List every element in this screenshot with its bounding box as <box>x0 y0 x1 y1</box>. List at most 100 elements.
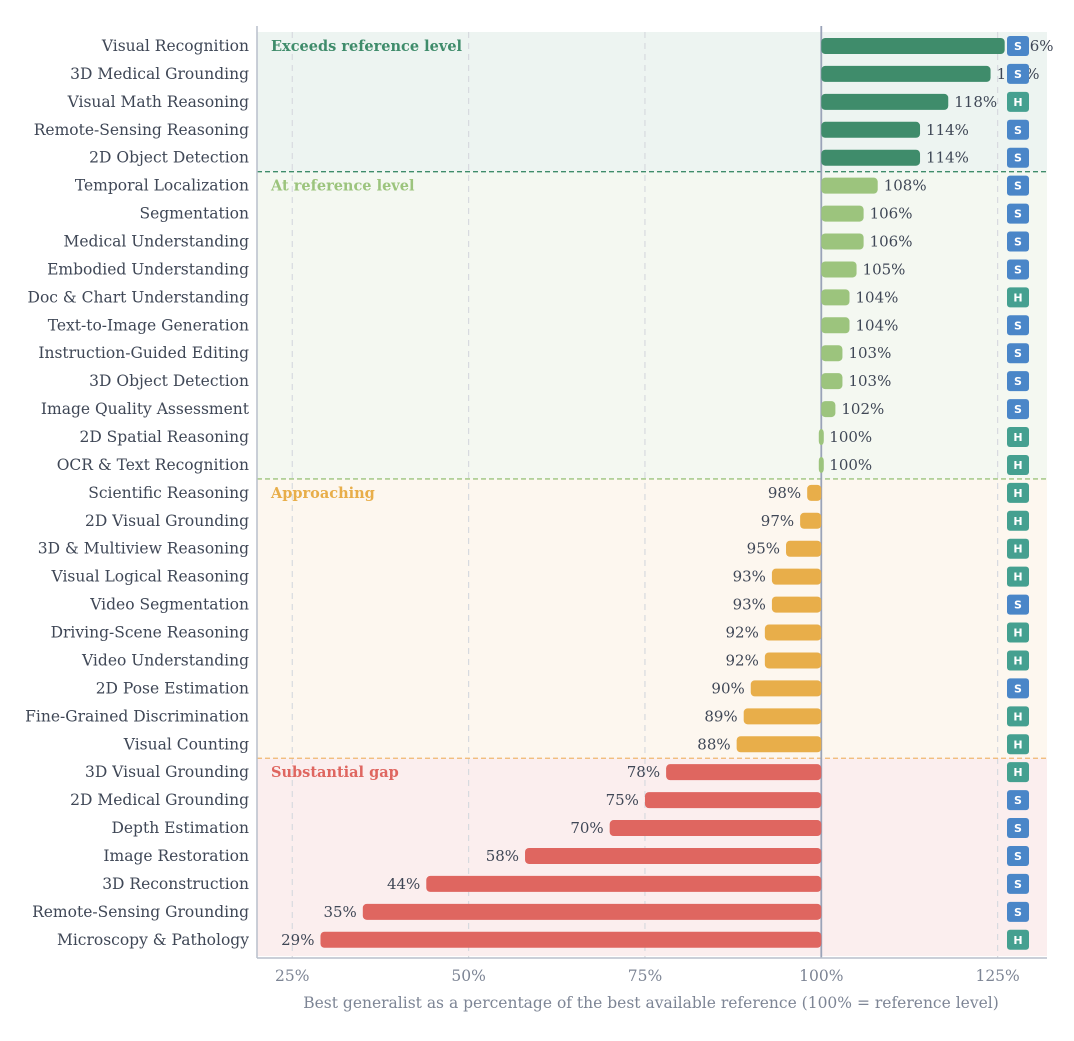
bar <box>807 484 822 501</box>
bar <box>821 205 864 222</box>
badge-S: S <box>1007 175 1029 196</box>
badges: S S H S S S S S S H S S S S H H H H H H S H H S H H H S S S S S H <box>1007 36 1029 950</box>
bar <box>750 680 822 697</box>
badge-text: S <box>1014 599 1022 612</box>
value-label: 104% <box>856 316 899 334</box>
badge-text: H <box>1013 459 1022 472</box>
badge-H: H <box>1007 706 1029 727</box>
category-label: Microscopy & Pathology <box>57 931 249 949</box>
bar <box>771 568 822 585</box>
badge-bg <box>1007 482 1029 503</box>
badge-text: S <box>1014 403 1022 416</box>
bar <box>764 624 822 641</box>
value-label: 102% <box>841 400 884 418</box>
badge-S: S <box>1007 594 1029 615</box>
value-label: 100% <box>829 428 872 446</box>
bar <box>821 149 921 166</box>
category-label: Segmentation <box>139 205 249 223</box>
badge-H: H <box>1007 929 1029 950</box>
badge-text: S <box>1014 906 1022 919</box>
badge-text: H <box>1013 515 1022 528</box>
badge-bg <box>1007 734 1029 755</box>
category-label: 3D Medical Grounding <box>70 65 249 83</box>
bar <box>320 931 822 948</box>
badge-text: H <box>1013 710 1022 723</box>
value-label: 44% <box>387 875 420 893</box>
badge-text: H <box>1013 291 1022 304</box>
category-label: Remote-Sensing Reasoning <box>34 121 249 139</box>
category-label: OCR & Text Recognition <box>57 456 249 474</box>
badge-S: S <box>1007 231 1029 252</box>
bar <box>821 177 878 194</box>
badge-S: S <box>1007 203 1029 224</box>
badge-text: S <box>1014 878 1022 891</box>
bar <box>818 429 824 446</box>
bar <box>821 317 850 334</box>
badge-text: S <box>1014 124 1022 137</box>
badge-bg <box>1007 91 1029 112</box>
band-bg-at <box>257 171 1047 479</box>
category-label: Video Understanding <box>81 651 249 669</box>
category-label: 3D Reconstruction <box>102 875 249 893</box>
category-label: Instruction-Guided Editing <box>38 344 249 362</box>
category-label: Image Quality Assessment <box>41 400 250 418</box>
value-label: 114% <box>926 121 969 139</box>
badge-bg <box>1007 706 1029 727</box>
category-label: Doc & Chart Understanding <box>28 288 250 306</box>
x-tick-label: 75% <box>628 967 662 985</box>
badge-S: S <box>1007 399 1029 420</box>
x-axis-title: Best generalist as a percentage of the b… <box>303 994 999 1012</box>
bar <box>821 261 857 278</box>
badge-H: H <box>1007 510 1029 531</box>
badge-bg <box>1007 566 1029 587</box>
x-tick-label: 25% <box>275 967 309 985</box>
badge-text: S <box>1014 319 1022 332</box>
bars <box>320 38 1005 948</box>
badge-H: H <box>1007 287 1029 308</box>
bar <box>426 875 822 892</box>
badge-H: H <box>1007 454 1029 475</box>
badge-text: H <box>1013 431 1022 444</box>
badge-bg <box>1007 371 1029 392</box>
badge-bg <box>1007 427 1029 448</box>
value-label: 70% <box>570 819 603 837</box>
value-label: 58% <box>486 847 519 865</box>
badge-text: S <box>1014 263 1022 276</box>
badge-bg <box>1007 873 1029 894</box>
badge-H: H <box>1007 734 1029 755</box>
badge-bg <box>1007 678 1029 699</box>
bar <box>800 512 822 529</box>
category-label: Driving-Scene Reasoning <box>51 624 249 642</box>
value-label: 88% <box>697 735 730 753</box>
value-label: 105% <box>863 260 906 278</box>
value-label: 90% <box>711 679 744 697</box>
badge-text: S <box>1014 152 1022 165</box>
badge-S: S <box>1007 119 1029 140</box>
x-tick-label: 125% <box>975 967 1019 985</box>
badge-bg <box>1007 175 1029 196</box>
badge-H: H <box>1007 622 1029 643</box>
badge-H: H <box>1007 538 1029 559</box>
badge-text: S <box>1014 850 1022 863</box>
bar <box>821 65 991 82</box>
category-label: Remote-Sensing Grounding <box>32 903 249 921</box>
badge-S: S <box>1007 343 1029 364</box>
bar <box>821 233 864 250</box>
value-label: 100% <box>829 456 872 474</box>
badge-bg <box>1007 538 1029 559</box>
category-label: Temporal Localization <box>75 177 249 195</box>
value-label: 93% <box>733 568 766 586</box>
bar <box>771 596 822 613</box>
category-label: 2D Medical Grounding <box>70 791 249 809</box>
bar <box>736 736 822 753</box>
badge-S: S <box>1007 818 1029 839</box>
badge-text: S <box>1014 40 1022 53</box>
badge-S: S <box>1007 873 1029 894</box>
category-label: 2D Spatial Reasoning <box>79 428 249 446</box>
band-title-approaching: Approaching <box>270 485 375 502</box>
band-backgrounds <box>257 32 1047 956</box>
badge-text: S <box>1014 794 1022 807</box>
band-title-at: At reference level <box>270 178 415 195</box>
badge-S: S <box>1007 845 1029 866</box>
